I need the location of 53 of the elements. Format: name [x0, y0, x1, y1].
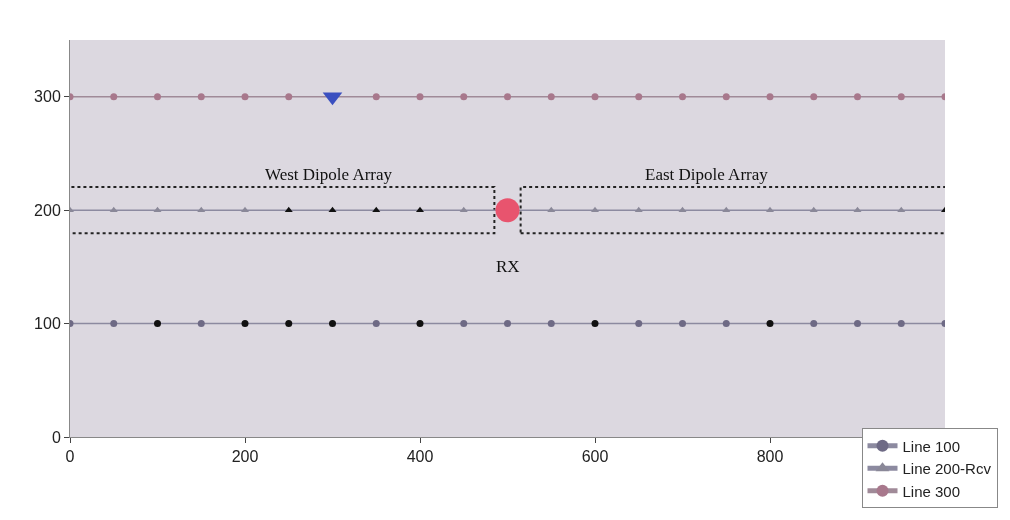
point — [285, 93, 293, 101]
point — [635, 93, 643, 101]
point — [897, 320, 905, 328]
point — [547, 320, 555, 328]
y-tick-label: 200 — [34, 201, 61, 219]
legend-label: Line 100 — [902, 437, 961, 455]
legend-label: Line 300 — [902, 482, 961, 500]
point — [197, 93, 205, 101]
y-tick-label: 100 — [34, 315, 61, 333]
point — [897, 93, 905, 101]
point — [372, 93, 380, 101]
point — [766, 93, 774, 101]
point — [241, 320, 249, 328]
point — [591, 93, 599, 101]
point — [197, 320, 205, 328]
legend-label: Line 200-Rcv — [902, 460, 992, 478]
point — [154, 320, 161, 328]
point — [635, 320, 643, 328]
annotation: East Dipole Array — [645, 165, 769, 184]
point — [154, 93, 161, 101]
point — [329, 320, 336, 328]
point — [679, 93, 686, 101]
x-tick-label: 800 — [756, 448, 784, 466]
point — [110, 320, 118, 328]
point — [810, 320, 818, 328]
point — [285, 320, 293, 328]
point — [416, 320, 424, 328]
point — [372, 320, 380, 328]
y-tick-label: 0 — [51, 428, 61, 446]
point — [810, 93, 818, 101]
point — [495, 198, 520, 223]
point — [504, 320, 511, 328]
point — [547, 93, 555, 101]
point — [416, 93, 424, 101]
point — [504, 93, 511, 101]
x-tick-label: 0 — [65, 448, 75, 466]
annotation: West Dipole Array — [265, 165, 393, 184]
point — [854, 320, 861, 328]
point — [460, 93, 468, 101]
annotation: RX — [496, 257, 520, 276]
point — [591, 320, 599, 328]
point — [766, 320, 774, 328]
x-tick-label: 200 — [231, 448, 259, 466]
point — [722, 93, 730, 101]
point — [722, 320, 730, 328]
point — [110, 93, 118, 101]
x-tick-label: 400 — [406, 448, 434, 466]
point — [241, 93, 249, 101]
y-tick-label: 300 — [34, 88, 61, 106]
point — [460, 320, 468, 328]
point — [679, 320, 686, 328]
x-tick-label: 600 — [581, 448, 609, 466]
point — [854, 93, 861, 101]
